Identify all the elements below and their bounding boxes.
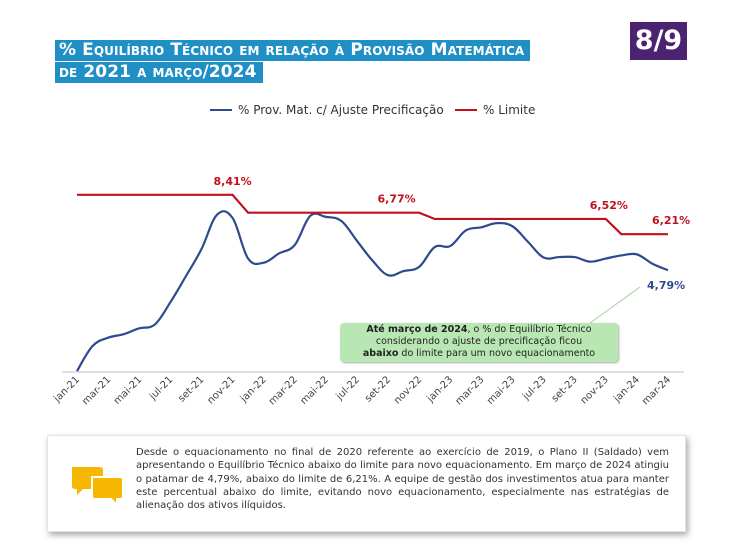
page-badge: 8/9 — [630, 22, 687, 60]
callout-box: Até março de 2024, o % do Equilíbrio Téc… — [340, 323, 618, 362]
title-line-2: de 2021 a março/2024 — [55, 62, 263, 83]
callout-line-2: considerando o ajuste de precificação fi… — [375, 336, 583, 347]
x-tick-label-jul-22: jul-22 — [334, 374, 362, 402]
x-tick-label-jul-21: jul-21 — [147, 374, 175, 402]
callout-bold-1: Até março de 2024 — [366, 324, 468, 335]
data-label-0: 8,41% — [214, 175, 252, 188]
x-tick-label-nov-21: nov-21 — [206, 374, 238, 406]
line-chart: 8,41%6,77% 6,52%6,21%4,79%jan-21mar-21mai… — [51, 175, 690, 408]
data-label-2: 6,52% — [590, 199, 628, 212]
legend-label-prov-mat: % Prov. Mat. c/ Ajuste Precificação — [238, 103, 444, 117]
data-label-3: 6,21% — [652, 214, 690, 227]
x-tick-label-mar-21: mar-21 — [80, 374, 113, 407]
callout-bold-2: abaixo — [362, 348, 399, 359]
callout-text-1: , o % do Equilíbrio Técnico — [467, 324, 592, 335]
x-tick-label-jan-21: jan-21 — [51, 374, 82, 405]
title-line-1: % Equilíbrio Técnico em relação à Provis… — [55, 40, 531, 61]
legend-item-prov-mat: % Prov. Mat. c/ Ajuste Precificação — [210, 103, 444, 117]
note-box: Desde o equacionamento no final de 2020 … — [47, 435, 686, 532]
x-tick-label-set-22: set-22 — [363, 374, 393, 404]
x-tick-label-mai-22: mai-22 — [298, 374, 331, 407]
data-label-1: 6,77% — [378, 193, 416, 206]
x-tick-label-mai-23: mai-23 — [485, 374, 518, 407]
x-tick-label-nov-23: nov-23 — [579, 374, 611, 406]
speech-bubbles-icon — [72, 467, 124, 505]
x-tick-label-mar-22: mar-22 — [267, 374, 300, 407]
x-tick-label-nov-22: nov-22 — [392, 374, 424, 406]
callout-text-3: do limite para um novo equacionamento — [398, 348, 596, 359]
x-tick-label-set-23: set-23 — [550, 374, 580, 404]
legend-item-limite: % Limite — [455, 103, 535, 117]
callout-connector — [589, 286, 641, 324]
x-tick-label-mai-21: mai-21 — [112, 374, 145, 407]
data-label-4: 4,79% — [647, 279, 685, 292]
x-tick-label-jul-23: jul-23 — [520, 374, 548, 402]
x-tick-label-mar-23: mar-23 — [453, 374, 486, 407]
legend-swatch-red — [455, 109, 477, 111]
x-tick-label-set-21: set-21 — [176, 374, 206, 404]
note-text: Desde o equacionamento no final de 2020 … — [136, 447, 669, 512]
x-tick-label-jan-24: jan-24 — [611, 374, 642, 405]
legend-swatch-blue — [210, 109, 232, 111]
legend-label-limite: % Limite — [483, 103, 536, 117]
x-tick-label-mar-24: mar-24 — [640, 374, 673, 407]
series-line-prov-mat — [76, 210, 669, 372]
page-title: % Equilíbrio Técnico em relação à Provis… — [55, 40, 531, 83]
x-tick-label-jan-23: jan-23 — [425, 374, 456, 405]
series-line-limite — [77, 193, 668, 236]
x-tick-label-jan-22: jan-22 — [238, 374, 269, 405]
